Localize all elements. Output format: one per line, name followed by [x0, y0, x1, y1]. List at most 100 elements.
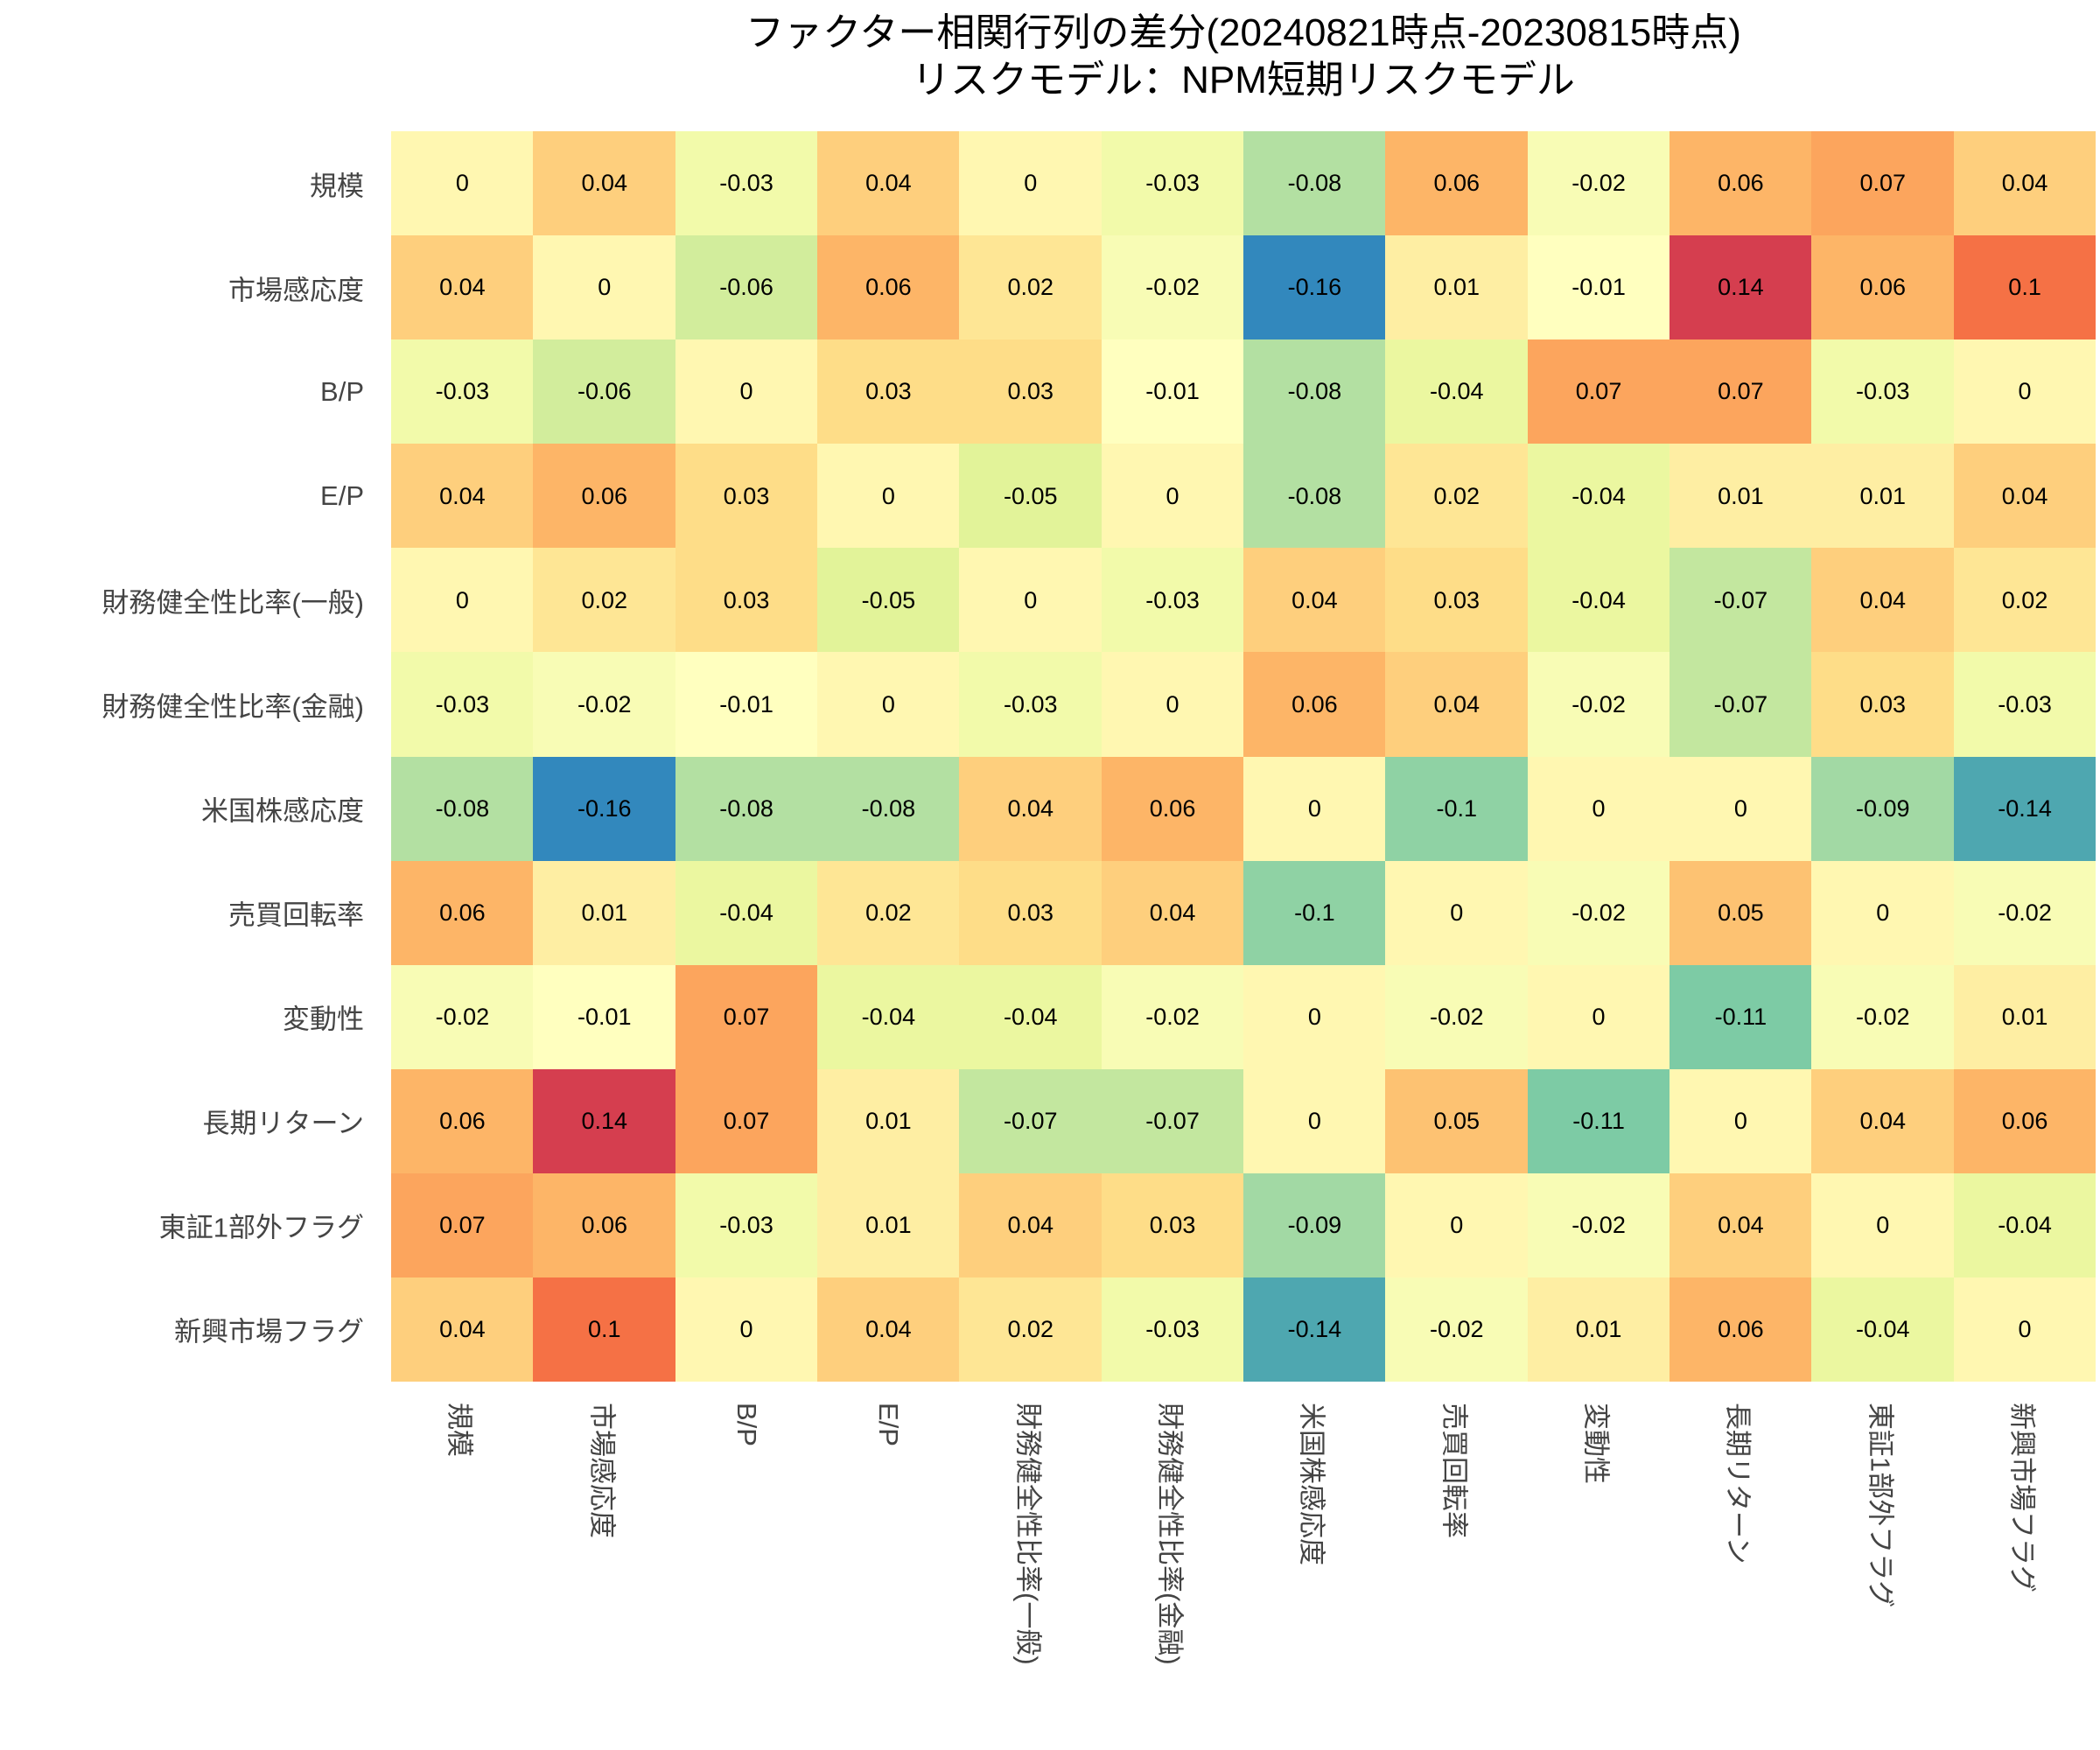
y-tick-label: E/P [320, 480, 364, 511]
chart-subtitle: リスクモデル：NPM短期リスクモデル [912, 59, 1575, 102]
heatmap-cell: -0.1 [1385, 756, 1529, 862]
heatmap-cell: -0.06 [533, 340, 676, 444]
heatmap-cell: 0.03 [675, 444, 818, 549]
heatmap-cell: 0.06 [1243, 652, 1386, 757]
heatmap-cell: 0.02 [1385, 444, 1529, 549]
heatmap-cell: 0 [1243, 964, 1386, 1070]
heatmap-cell: -0.03 [1101, 548, 1244, 653]
heatmap-cell: 0 [1527, 756, 1670, 862]
heatmap-cell: -0.03 [391, 652, 534, 757]
heatmap-cell: 0.06 [391, 1068, 534, 1174]
heatmap-cell: 0.03 [1811, 652, 1955, 757]
heatmap-cell: -0.02 [1527, 131, 1670, 236]
heatmap-cell: 0 [1385, 1172, 1529, 1278]
heatmap-cell: -0.02 [1811, 964, 1955, 1070]
heatmap-cell: 0.04 [959, 1172, 1102, 1278]
x-tick-label: 売買回転率 [1438, 1403, 1469, 1538]
heatmap-cell: 0 [391, 131, 534, 236]
heatmap-cell: 0 [1101, 444, 1244, 549]
heatmap-cell: -0.03 [959, 652, 1102, 757]
heatmap-cell: 0.02 [817, 860, 960, 966]
heatmap-cell: 0.03 [959, 340, 1102, 444]
heatmap-cell: -0.02 [1527, 860, 1670, 966]
heatmap-cell: 0.04 [817, 1277, 960, 1382]
heatmap-cell: 0.04 [959, 756, 1102, 862]
heatmap-cell: 0 [959, 131, 1102, 236]
heatmap-cell: 0 [1670, 1068, 1812, 1174]
heatmap-cell: -0.02 [391, 964, 534, 1070]
heatmap-cell: 0.06 [1811, 235, 1955, 340]
heatmap-cell: 0.06 [533, 444, 676, 549]
heatmap-cell: 0 [533, 235, 676, 340]
heatmap-cell: 0 [1953, 340, 2096, 444]
heatmap-cell: -0.11 [1527, 1068, 1670, 1174]
heatmap-cell: 0.07 [1670, 340, 1812, 444]
y-tick-label: 市場感応度 [228, 275, 364, 306]
heatmap-cell: 0.03 [675, 548, 818, 653]
heatmap-cell: 0 [817, 652, 960, 757]
heatmap: 0 0.04 -0.03 0.04 0 -0.03 -0.08 0.06 -0.02 0.06 0.… [391, 131, 2096, 1382]
y-tick-label: 財務健全性比率(金融) [102, 691, 364, 723]
heatmap-cell: 0.03 [1101, 1172, 1244, 1278]
heatmap-cell: -0.05 [817, 548, 960, 653]
heatmap-cell: -0.07 [1101, 1068, 1244, 1174]
heatmap-cell: 0.04 [533, 131, 676, 236]
heatmap-cell: 0 [817, 444, 960, 549]
y-tick-label: 売買回転率 [228, 900, 364, 931]
heatmap-cell: 0.06 [1101, 756, 1244, 862]
heatmap-cell: -0.02 [1101, 235, 1244, 340]
heatmap-cell: -0.14 [1953, 756, 2096, 862]
heatmap-cell: -0.07 [959, 1068, 1102, 1174]
heatmap-cell: 0 [675, 1277, 818, 1382]
heatmap-cell: 0.03 [817, 340, 960, 444]
heatmap-cell: -0.02 [1101, 964, 1244, 1070]
x-tick-label: 市場感応度 [586, 1403, 617, 1538]
heatmap-cell: 0.04 [817, 131, 960, 236]
heatmap-cell: 0.07 [1527, 340, 1670, 444]
heatmap-cell: 0.04 [1101, 860, 1244, 966]
heatmap-cell: 0 [1243, 1068, 1386, 1174]
heatmap-cell: -0.08 [817, 756, 960, 862]
heatmap-cell: -0.04 [959, 964, 1102, 1070]
y-tick-label: 長期リターン [202, 1108, 364, 1139]
heatmap-cell: -0.03 [1811, 340, 1955, 444]
heatmap-cell: 0 [1811, 860, 1955, 966]
heatmap-cell: -0.03 [1101, 131, 1244, 236]
x-tick-label: 東証1部外フラグ [1865, 1403, 1895, 1608]
heatmap-cell: 0.06 [817, 235, 960, 340]
heatmap-cell: 0.01 [1385, 235, 1529, 340]
heatmap-cell: 0 [1670, 756, 1812, 862]
heatmap-cell: -0.02 [1953, 860, 2096, 966]
heatmap-cell: -0.04 [1811, 1277, 1955, 1382]
heatmap-cell: 0.04 [391, 235, 534, 340]
y-tick-label: 新興市場フラグ [174, 1316, 364, 1348]
heatmap-cell: -0.14 [1243, 1277, 1386, 1382]
heatmap-cell: -0.09 [1243, 1172, 1386, 1278]
heatmap-cell: 0.07 [391, 1172, 534, 1278]
heatmap-cell: -0.02 [1385, 1277, 1529, 1382]
heatmap-cell: -0.02 [1527, 652, 1670, 757]
heatmap-cell: 0 [675, 340, 818, 444]
heatmap-cell: -0.16 [533, 756, 676, 862]
heatmap-cell: -0.04 [1527, 548, 1670, 653]
heatmap-cell: 0 [1101, 652, 1244, 757]
y-tick-label: 変動性 [283, 1004, 364, 1035]
heatmap-cell: 0.03 [959, 860, 1102, 966]
heatmap-cell: -0.08 [391, 756, 534, 862]
heatmap-cell: 0 [1811, 1172, 1955, 1278]
x-tick-label: 財務健全性比率(金融) [1154, 1403, 1186, 1665]
x-tick-label: 規模 [444, 1403, 475, 1457]
heatmap-cell: -0.16 [1243, 235, 1386, 340]
y-tick-label: 財務健全性比率(一般) [102, 587, 364, 619]
heatmap-cell: 0.05 [1670, 860, 1812, 966]
x-tick-label: B/P [731, 1403, 762, 1446]
heatmap-cell: -0.04 [1953, 1172, 2096, 1278]
heatmap-cell: 0.04 [1385, 652, 1529, 757]
heatmap-cell: 0.01 [1670, 444, 1812, 549]
heatmap-cell: -0.02 [533, 652, 676, 757]
y-tick-label: 東証1部外フラグ [158, 1212, 364, 1243]
heatmap-cell: 0.06 [1670, 131, 1812, 236]
heatmap-cell: -0.04 [1385, 340, 1529, 444]
heatmap-cell: -0.01 [1527, 235, 1670, 340]
heatmap-cell: 0 [959, 548, 1102, 653]
